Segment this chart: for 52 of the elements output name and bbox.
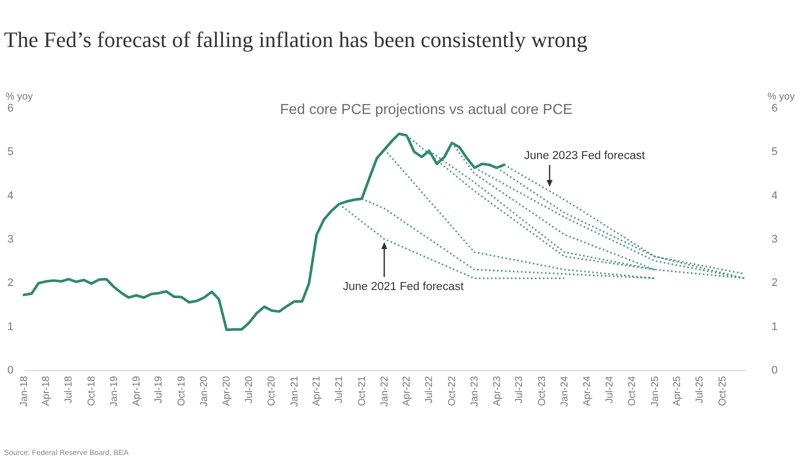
x-tick-label: Oct-25 — [717, 376, 728, 406]
y2-tick-label: 3 — [772, 234, 778, 246]
x-tick-label: Jul-22 — [424, 376, 436, 404]
y2-tick-label: 2 — [772, 277, 778, 290]
x-tick-label: Jan-21 — [289, 376, 300, 407]
annotation: June 2023 Fed forecast — [524, 150, 646, 162]
x-tick-label: Oct-21 — [356, 376, 368, 406]
y-tick-label: 1 — [7, 320, 14, 333]
x-tick-label: Apr-20 — [222, 376, 233, 406]
y-tick-label: 0 — [7, 364, 14, 376]
x-tick-label: Apr-19 — [131, 376, 142, 406]
y2-tick-label: 5 — [772, 146, 778, 158]
y2-tick-label: 4 — [772, 190, 778, 202]
x-tick-label: Jul-18 — [64, 376, 75, 404]
x-tick-label: Oct-24 — [627, 376, 638, 406]
x-tick-label: Apr-25 — [672, 376, 684, 406]
x-tick-label: Jul-23 — [514, 376, 526, 404]
y2-axis-title: % yoy — [768, 92, 795, 102]
x-tick-label: Jan-22 — [380, 376, 390, 407]
x-tick-label: Jan-25 — [650, 376, 661, 407]
y-tick-label: 6 — [7, 102, 14, 114]
x-tick-label: Jul-20 — [244, 376, 256, 404]
x-tick-label: Jan-24 — [560, 376, 571, 407]
annotation: June 2021 Fed forecast — [342, 281, 464, 293]
x-tick-label: Apr-24 — [582, 376, 594, 406]
chart-subtitle: Fed core PCE projections vs actual core PCE — [280, 102, 573, 118]
x-tick-label: Jan-23 — [470, 376, 481, 407]
x-tick-label: Oct-18 — [86, 376, 98, 406]
y-tick-label: 5 — [7, 146, 14, 158]
chart-title: The Fed’s forecast of falling inflation has been consistently wrong — [4, 27, 588, 52]
x-tick-label: Jul-25 — [694, 376, 706, 404]
x-tick-label: Oct-19 — [176, 376, 188, 406]
x-tick-label: Apr-18 — [41, 376, 52, 406]
x-tick-label: Jan-20 — [199, 376, 210, 407]
y2-tick-label: 6 — [772, 102, 778, 114]
y2-tick-label: 1 — [772, 320, 778, 333]
x-tick-label: Jul-24 — [604, 376, 616, 404]
y-tick-label: 4 — [7, 190, 14, 202]
y-tick-label: 2 — [7, 277, 14, 290]
x-tick-label: Oct-20 — [266, 376, 278, 406]
x-tick-label: Apr-22 — [402, 376, 413, 406]
x-tick-label: Jan-19 — [109, 376, 120, 407]
x-tick-label: Apr-23 — [492, 376, 503, 406]
x-tick-label: Jul-21 — [334, 376, 346, 404]
x-tick-label: Jan-18 — [19, 376, 30, 407]
x-tick-label: Apr-21 — [312, 376, 323, 406]
y2-tick-label: 0 — [772, 364, 778, 376]
y-tick-label: 3 — [7, 234, 14, 246]
x-tick-label: Jul-19 — [154, 376, 165, 404]
y-axis-title: % yoy — [6, 92, 33, 102]
x-tick-label: Oct-22 — [446, 376, 458, 406]
x-tick-label: Oct-23 — [536, 376, 548, 406]
